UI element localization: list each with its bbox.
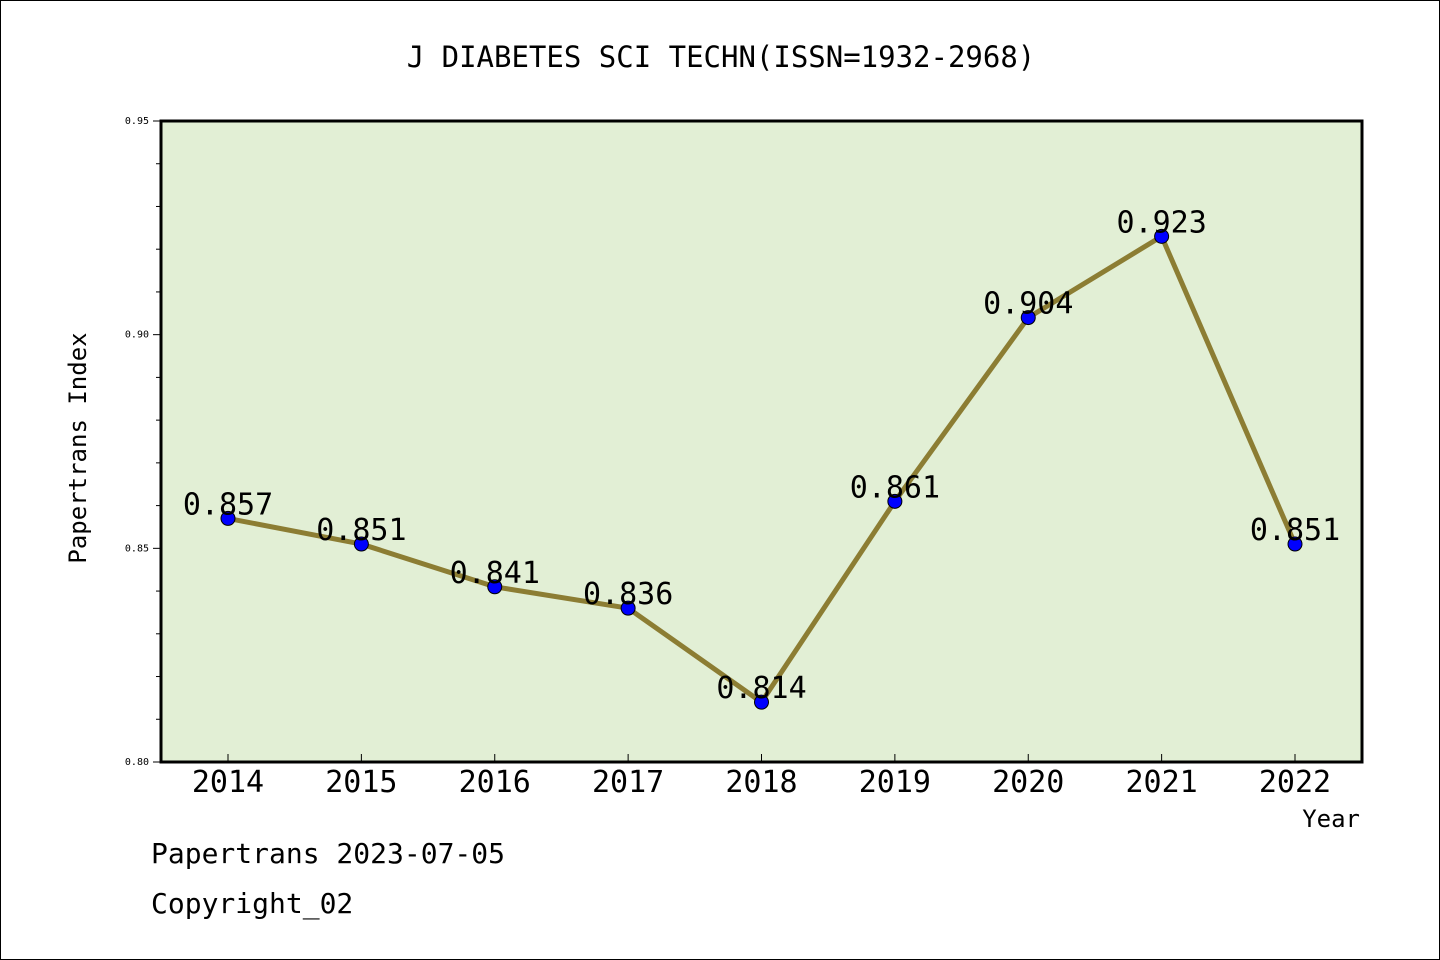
footer-copyright-text: Copyright_02 [151, 887, 354, 920]
x-axis-label: Year [1302, 805, 1360, 833]
data-label: 0.857 [183, 487, 273, 522]
y-tick-label: 0.80 [125, 757, 149, 768]
x-tick-label: 2020 [992, 765, 1064, 800]
data-label: 0.851 [316, 513, 406, 548]
data-point [754, 694, 769, 710]
y-axis: 0.80 0.85 0.90 0.95 [125, 116, 161, 768]
data-labels: 0.857 0.851 0.841 0.836 0.814 0.861 0.904 0.923… [183, 205, 1340, 706]
y-axis-label: Papertrans Index [64, 332, 92, 563]
x-tick-label: 2015 [325, 765, 397, 800]
data-point [220, 510, 236, 526]
x-tick-label: 2022 [1259, 765, 1331, 800]
data-markers [220, 228, 1303, 710]
data-label: 0.904 [983, 287, 1073, 322]
data-point [1020, 310, 1036, 326]
x-tick-label: 2016 [459, 765, 531, 800]
y-tick-label: 0.95 [125, 116, 149, 127]
data-point [487, 579, 503, 595]
data-label: 0.851 [1250, 513, 1340, 548]
x-tick-label: 2019 [859, 765, 931, 800]
data-label: 0.814 [716, 671, 806, 706]
data-point [1287, 536, 1303, 552]
data-point [887, 493, 903, 509]
plot-area [159, 119, 1364, 764]
data-point [620, 600, 636, 616]
data-label: 0.923 [1116, 205, 1206, 240]
y-tick-label: 0.90 [125, 330, 149, 341]
footer-date-text: Papertrans 2023-07-05 [151, 837, 506, 870]
data-label: 0.841 [450, 556, 540, 591]
x-tick-label: 2018 [725, 765, 797, 800]
x-axis: 2014 2015 2016 2017 2018 2019 2020 2021 2022 [192, 754, 1331, 800]
chart-title: J DIABETES SCI TECHN(ISSN=1932-2968) [407, 40, 1036, 74]
y-tick-label: 0.85 [125, 543, 149, 554]
x-tick-label: 2014 [192, 765, 264, 800]
data-label: 0.861 [850, 470, 940, 505]
x-tick-label: 2021 [1126, 765, 1198, 800]
x-tick-label: 2017 [592, 765, 664, 800]
data-point [353, 536, 369, 552]
data-point [1154, 228, 1170, 244]
data-label: 0.836 [583, 577, 673, 612]
